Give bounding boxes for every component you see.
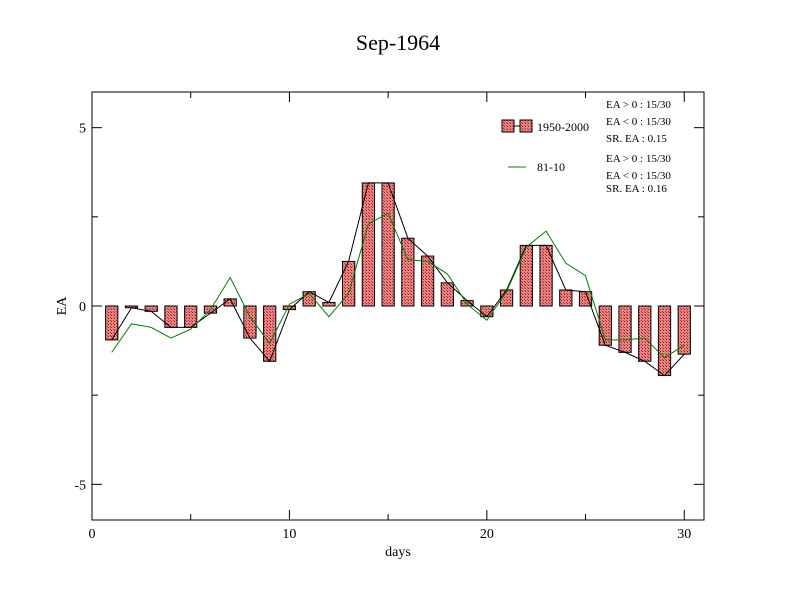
x-tick-label-0: 0: [89, 527, 96, 542]
bar-day-27: [619, 306, 631, 352]
stats-block: EA > 0 : 15/30 EA < 0 : 15/30 SR. EA : 0…: [606, 99, 671, 195]
y-tick-label--5: -5: [74, 478, 86, 493]
bar-day-29: [658, 306, 670, 376]
bar-day-15: [382, 183, 394, 306]
y-axis-label: EA: [55, 296, 70, 316]
x-axis-label: days: [385, 545, 411, 560]
series-line-1950-2000: [112, 183, 685, 376]
bar-day-9: [264, 306, 276, 361]
stat-81-10-sr: SR. EA : 0.16: [606, 183, 667, 195]
bar-day-13: [343, 261, 355, 306]
x-tick-label-10: 10: [282, 527, 296, 542]
stat-81-10-neg: EA < 0 : 15/30: [606, 170, 671, 182]
stat-81-10-pos: EA > 0 : 15/30: [606, 153, 671, 165]
x-tick-label-20: 20: [480, 527, 494, 542]
bar-day-24: [560, 290, 572, 306]
stat-1950-2000-pos: EA > 0 : 15/30: [606, 99, 671, 111]
series-line-81-10: [112, 213, 685, 357]
stat-1950-2000-sr: SR. EA : 0.15: [606, 133, 667, 145]
bar-day-30: [678, 306, 690, 354]
bar-day-28: [639, 306, 651, 361]
legend-label-81-10: 81-10: [537, 160, 565, 174]
x-tick-label-30: 30: [677, 527, 691, 542]
legend-label-1950-2000: 1950-2000: [537, 120, 589, 134]
y-tick-label-0: 0: [79, 300, 86, 315]
legend: 1950-2000 81-10: [502, 120, 589, 174]
y-tick-label-5: 5: [79, 122, 86, 137]
chart-title: Sep-1964: [356, 30, 440, 55]
stat-1950-2000-neg: EA < 0 : 15/30: [606, 116, 671, 128]
bar-day-1: [106, 306, 118, 340]
legend-swatch-1950-2000-right: [520, 120, 532, 132]
legend-swatch-1950-2000: [502, 120, 514, 132]
